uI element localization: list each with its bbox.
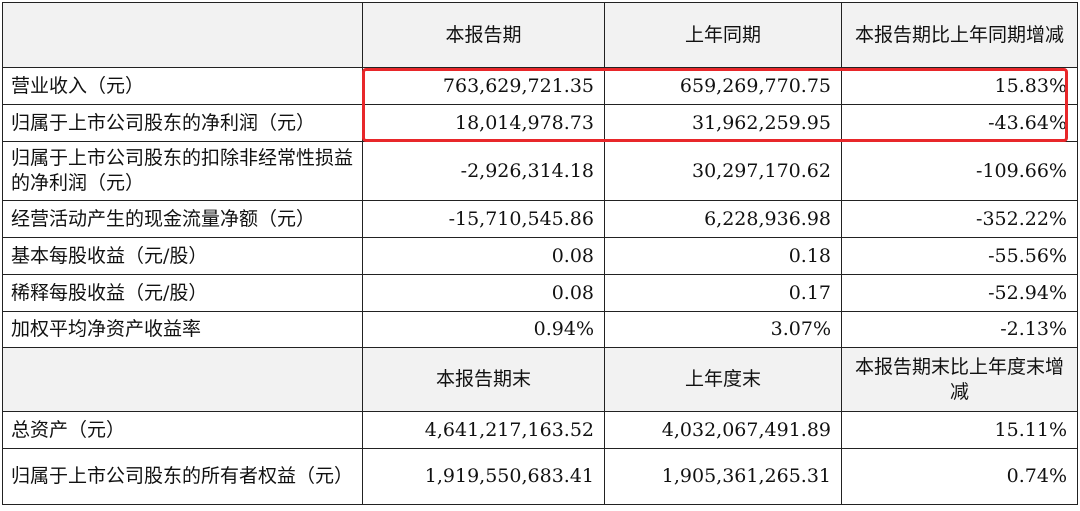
value-change: -109.66% — [841, 141, 1078, 201]
value-prior: 30,297,170.62 — [604, 141, 842, 201]
value-change: -55.56% — [841, 237, 1078, 275]
row-label: 加权平均净资产收益率 — [2, 311, 363, 348]
header-empty-cell — [2, 2, 363, 68]
value-current: 4,641,217,163.52 — [362, 411, 605, 449]
row-label: 基本每股收益（元/股） — [2, 237, 363, 275]
row-label: 归属于上市公司股东的扣除非经常性损益的净利润（元） — [2, 141, 363, 201]
value-change: -43.64% — [841, 104, 1078, 142]
value-current: -15,710,545.86 — [362, 200, 605, 238]
header-row-period-end: 本报告期末 上年度末 本报告期末比上年度末增减 — [2, 347, 1078, 412]
table-row: 归属于上市公司股东的净利润（元） 18,014,978.73 31,962,25… — [2, 104, 1078, 142]
table-row: 稀释每股收益（元/股） 0.08 0.17 -52.94% — [2, 274, 1078, 312]
table-row: 总资产（元） 4,641,217,163.52 4,032,067,491.89… — [2, 411, 1078, 449]
table-row: 经营活动产生的现金流量净额（元） -15,710,545.86 6,228,93… — [2, 200, 1078, 238]
table-row: 加权平均净资产收益率 0.94% 3.07% -2.13% — [2, 311, 1078, 348]
header-change-yoy: 本报告期比上年同期增减 — [841, 2, 1078, 68]
value-current: 0.08 — [362, 274, 605, 312]
table-row: 归属于上市公司股东的扣除非经常性损益的净利润（元） -2,926,314.18 … — [2, 141, 1078, 201]
header-prior-period: 上年同期 — [604, 2, 842, 68]
header-prior-year-end: 上年度末 — [604, 347, 842, 412]
value-change: 15.83% — [841, 67, 1078, 105]
row-label: 经营活动产生的现金流量净额（元） — [2, 200, 363, 238]
table-row: 营业收入（元） 763,629,721.35 659,269,770.75 15… — [2, 67, 1078, 105]
value-current: 0.08 — [362, 237, 605, 275]
value-prior: 0.18 — [604, 237, 842, 275]
value-current: -2,926,314.18 — [362, 141, 605, 201]
value-current: 1,919,550,683.41 — [362, 448, 605, 505]
value-prior: 6,228,936.98 — [604, 200, 842, 238]
value-prior: 3.07% — [604, 311, 842, 348]
header-current-period-end: 本报告期末 — [362, 347, 605, 412]
table-row: 基本每股收益（元/股） 0.08 0.18 -55.56% — [2, 237, 1078, 275]
value-change: -2.13% — [841, 311, 1078, 348]
value-prior: 0.17 — [604, 274, 842, 312]
value-change: -52.94% — [841, 274, 1078, 312]
header-current-period: 本报告期 — [362, 2, 605, 68]
value-change: 15.11% — [841, 411, 1078, 449]
value-current: 0.94% — [362, 311, 605, 348]
row-label: 总资产（元） — [2, 411, 363, 449]
value-prior: 1,905,361,265.31 — [604, 448, 842, 505]
row-label: 归属于上市公司股东的净利润（元） — [2, 104, 363, 142]
header-empty-cell — [2, 347, 363, 412]
header-row-period: 本报告期 上年同期 本报告期比上年同期增减 — [2, 2, 1078, 68]
value-prior: 31,962,259.95 — [604, 104, 842, 142]
value-current: 763,629,721.35 — [362, 67, 605, 105]
table-row: 归属于上市公司股东的所有者权益（元） 1,919,550,683.41 1,90… — [2, 448, 1078, 505]
header-change-ytd: 本报告期末比上年度末增减 — [841, 347, 1078, 412]
row-label: 营业收入（元） — [2, 67, 363, 105]
value-prior: 4,032,067,491.89 — [604, 411, 842, 449]
row-label: 归属于上市公司股东的所有者权益（元） — [2, 448, 363, 505]
value-change: 0.74% — [841, 448, 1078, 505]
row-label: 稀释每股收益（元/股） — [2, 274, 363, 312]
value-current: 18,014,978.73 — [362, 104, 605, 142]
value-change: -352.22% — [841, 200, 1078, 238]
value-prior: 659,269,770.75 — [604, 67, 842, 105]
